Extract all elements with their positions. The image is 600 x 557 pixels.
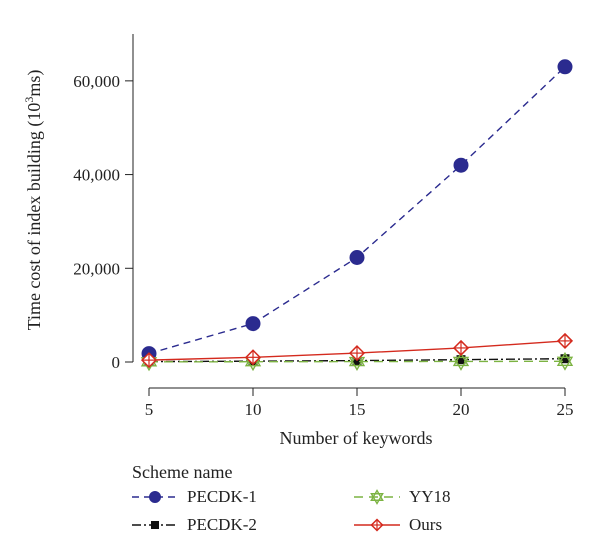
legend-item: PECDK-2 (132, 515, 257, 534)
y-tick-label: 20,000 (73, 259, 120, 278)
legend-item: YY18 (354, 487, 451, 506)
series-pecdk-1 (141, 59, 573, 362)
series-ours (140, 332, 574, 369)
x-tick-label: 25 (557, 400, 574, 419)
data-point (151, 521, 159, 529)
data-point (245, 316, 261, 332)
data-point (348, 345, 366, 362)
x-axis-title: Number of keywords (280, 428, 433, 448)
y-tick-label: 40,000 (73, 166, 120, 185)
series-line (148, 66, 566, 355)
x-tick-label: 15 (349, 400, 366, 419)
legend-label: Ours (409, 515, 442, 534)
data-point (370, 518, 384, 532)
data-point (556, 332, 574, 349)
y-axis-title-main: Time cost of index building (10 (24, 103, 45, 331)
x-tick-label: 10 (245, 400, 262, 419)
legend-item: PECDK-1 (132, 487, 257, 506)
y-axis-title: Time cost of index building (103ms) (22, 70, 45, 331)
legend: PECDK-1 PECDK-2 YY18 Ours (132, 487, 451, 534)
y-axis-title-exponent: 3 (22, 97, 36, 103)
series-layer (140, 59, 574, 372)
legend-label: PECDK-1 (187, 487, 257, 506)
data-point (349, 250, 365, 266)
data-point (453, 157, 469, 173)
series-line (148, 360, 566, 363)
data-point (456, 355, 466, 365)
data-point (452, 339, 470, 357)
data-point (556, 351, 574, 371)
y-axis-title-unit: ms) (24, 70, 45, 97)
data-point (244, 349, 262, 366)
axes: 0 20,000 40,000 60,000 5 10 15 20 25 (73, 34, 574, 419)
x-tick-label: 20 (453, 400, 470, 419)
legend-item: Ours (354, 515, 442, 534)
data-point (452, 352, 470, 371)
data-point (557, 59, 573, 75)
data-point (560, 354, 570, 364)
x-tick-label: 5 (145, 400, 154, 419)
data-point (149, 491, 161, 503)
data-point (140, 352, 158, 369)
legend-title: Scheme name (132, 462, 232, 482)
data-point (370, 489, 384, 505)
y-tick-label: 0 (112, 353, 121, 372)
legend-label: YY18 (409, 487, 451, 506)
legend-label: PECDK-2 (187, 515, 257, 534)
y-tick-label: 60,000 (73, 72, 120, 91)
